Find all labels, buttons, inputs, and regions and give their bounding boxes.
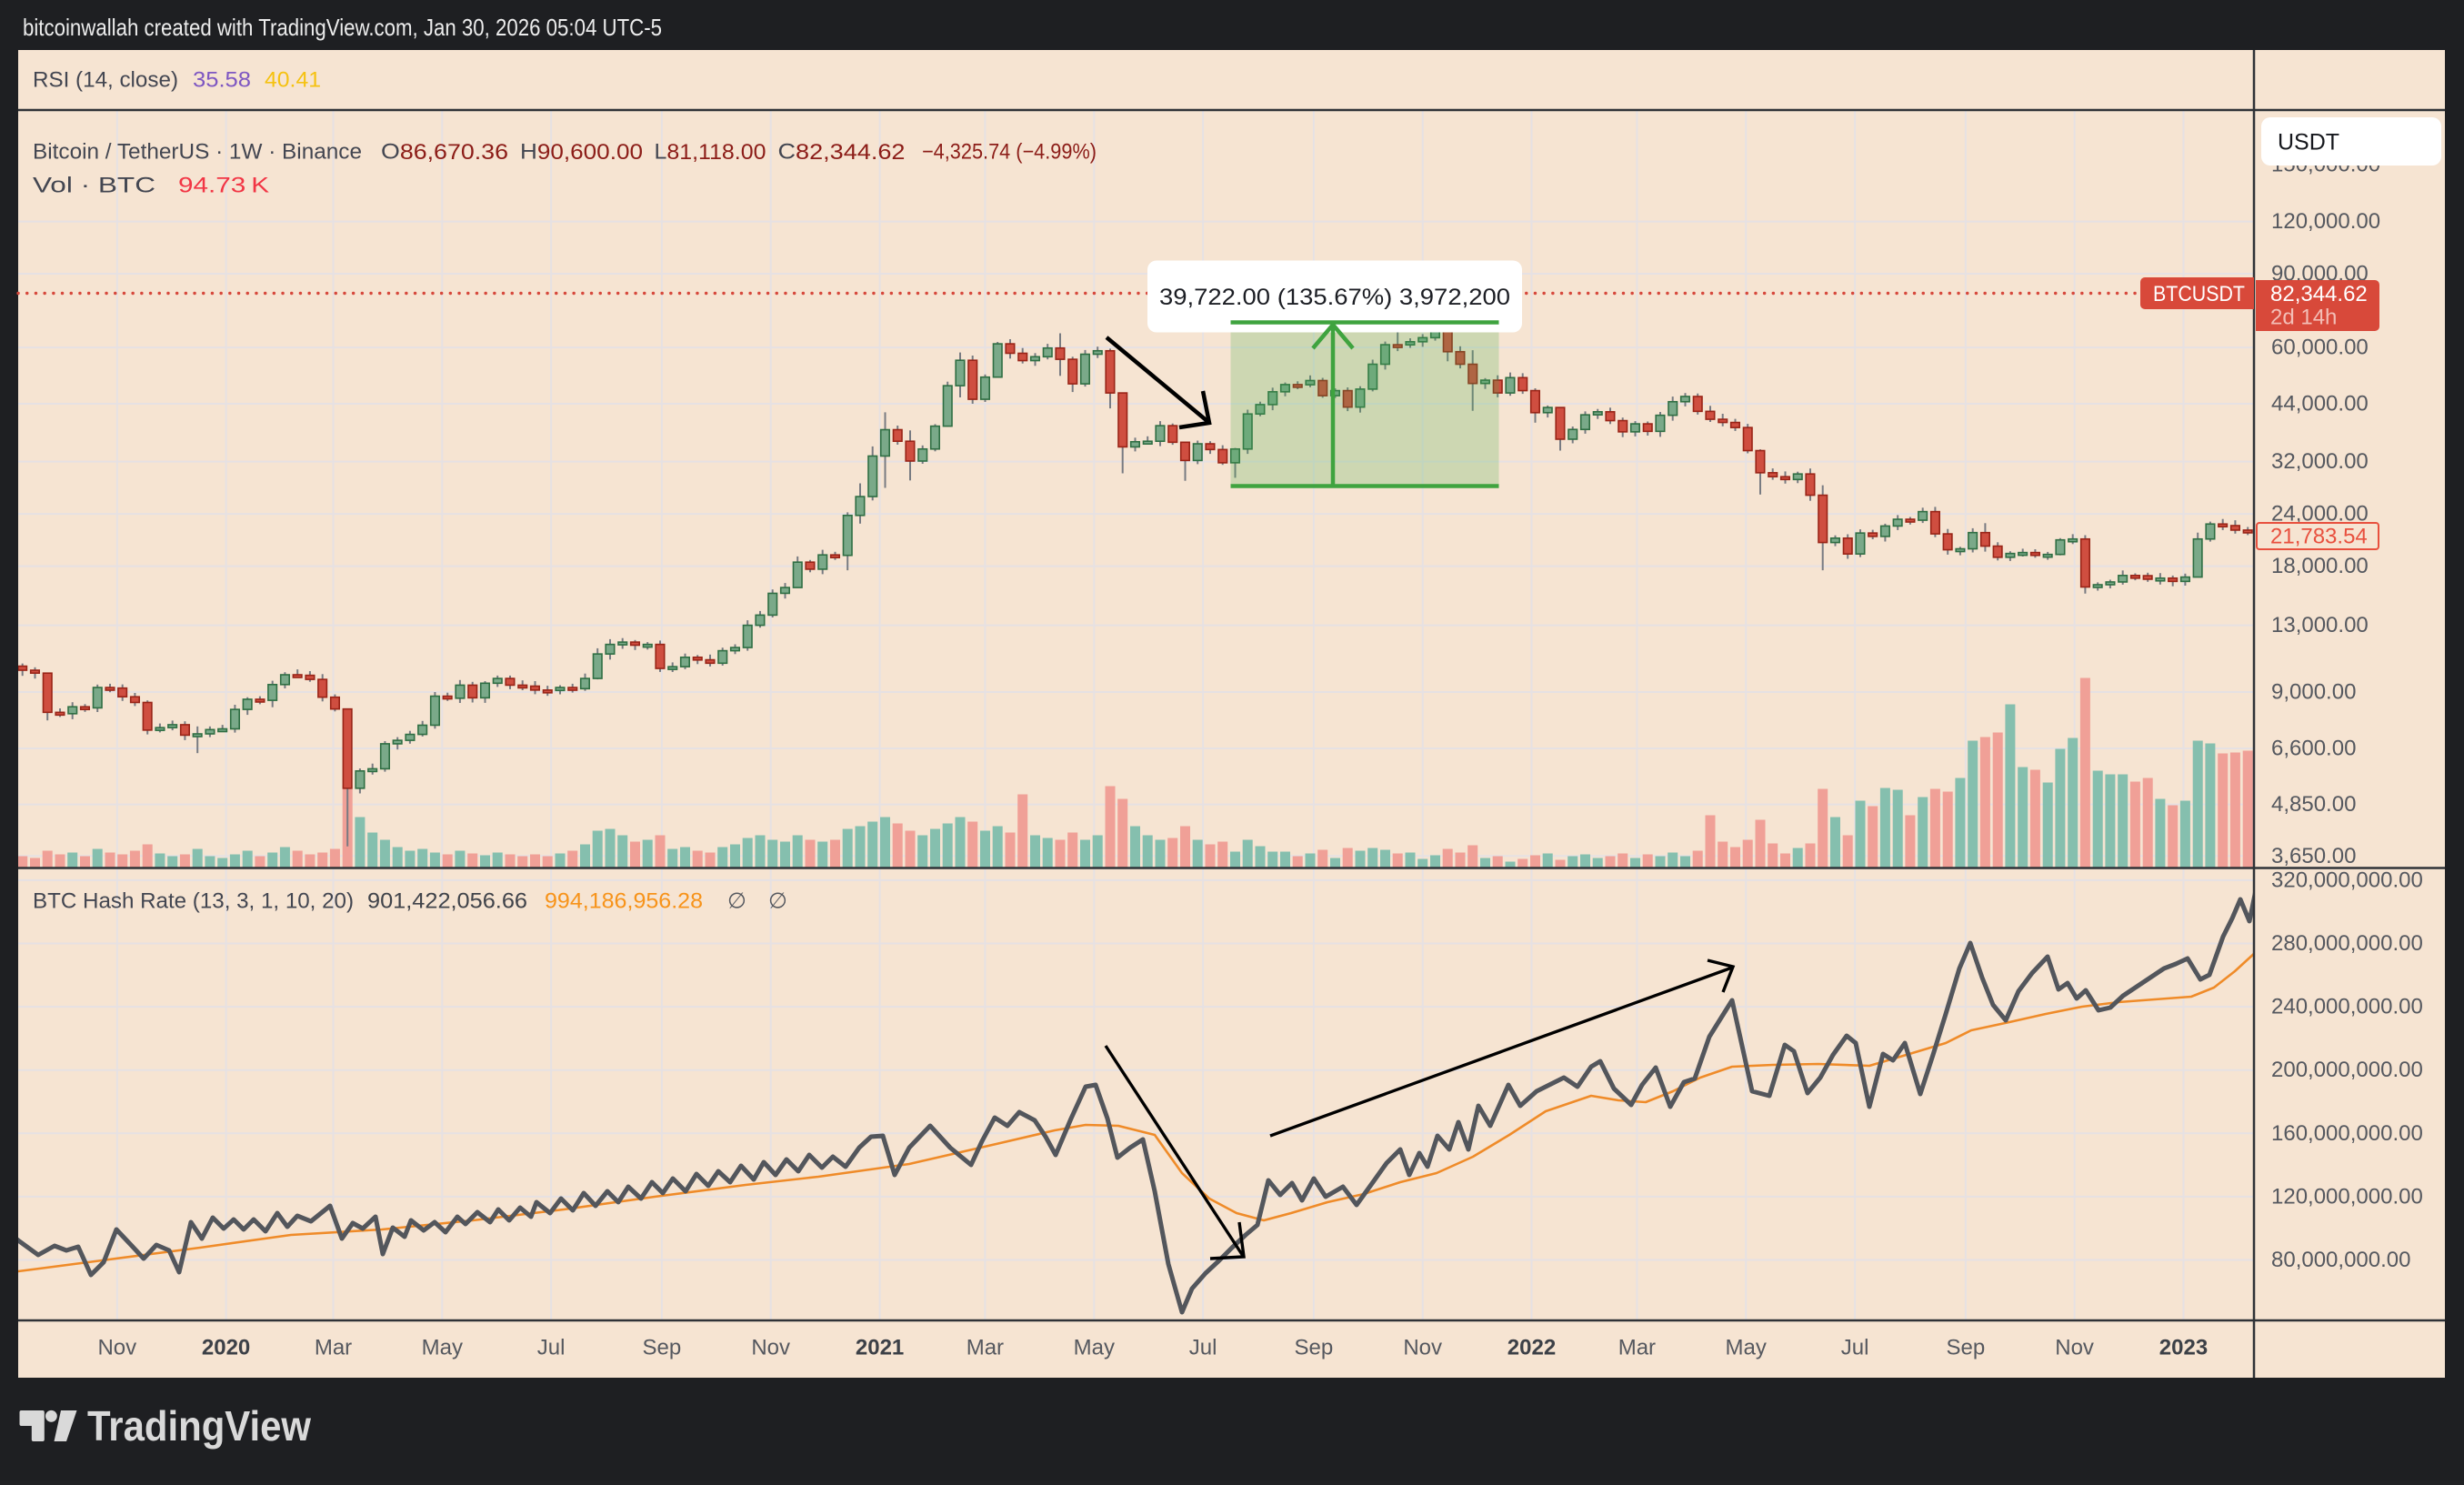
svg-text:∅: ∅	[768, 889, 787, 914]
svg-text:Vol · BTC: Vol · BTC	[33, 174, 155, 198]
svg-text:21,783.54: 21,783.54	[2270, 525, 2368, 549]
svg-text:35.58: 35.58	[193, 68, 251, 93]
svg-text:Nov: Nov	[2055, 1336, 2094, 1360]
svg-text:2021: 2021	[856, 1336, 904, 1360]
svg-text:80,000,000.00: 80,000,000.00	[2271, 1248, 2410, 1272]
svg-text:280,000,000.00: 280,000,000.00	[2271, 931, 2423, 956]
svg-text:H90,600.00: H90,600.00	[520, 140, 643, 165]
svg-text:18,000.00: 18,000.00	[2271, 554, 2369, 578]
svg-text:Jul: Jul	[537, 1336, 566, 1360]
svg-text:USDT: USDT	[2278, 130, 2339, 156]
svg-text:4,850.00: 4,850.00	[2271, 792, 2356, 817]
svg-text:Mar: Mar	[315, 1336, 352, 1360]
svg-text:Mar: Mar	[967, 1336, 1004, 1360]
svg-text:TradingView: TradingView	[87, 1402, 311, 1450]
svg-text:2d 14h: 2d 14h	[2270, 306, 2337, 330]
svg-text:2023: 2023	[2159, 1336, 2208, 1360]
svg-text:160,000,000.00: 160,000,000.00	[2271, 1121, 2423, 1146]
svg-text:32,000.00: 32,000.00	[2271, 449, 2369, 474]
svg-text:94.73 K: 94.73 K	[178, 174, 269, 198]
svg-text:Mar: Mar	[1618, 1336, 1656, 1360]
svg-text:994,186,956.28: 994,186,956.28	[545, 889, 703, 914]
svg-text:60,000.00: 60,000.00	[2271, 336, 2369, 360]
svg-text:Jul: Jul	[1841, 1336, 1869, 1360]
svg-text:6,600.00: 6,600.00	[2271, 737, 2356, 761]
svg-text:Sep: Sep	[643, 1336, 682, 1360]
svg-text:120,000,000.00: 120,000,000.00	[2271, 1184, 2423, 1209]
svg-text:Jul: Jul	[1189, 1336, 1217, 1360]
svg-text:Nov: Nov	[97, 1336, 136, 1360]
svg-text:200,000,000.00: 200,000,000.00	[2271, 1058, 2423, 1082]
svg-text:82,344.62: 82,344.62	[2270, 282, 2368, 306]
svg-text:May: May	[1074, 1336, 1115, 1360]
svg-text:Bitcoin / TetherUS · 1W · Bina: Bitcoin / TetherUS · 1W · Binance	[33, 140, 362, 165]
svg-text:320,000,000.00: 320,000,000.00	[2271, 868, 2423, 892]
svg-text:O86,670.36: O86,670.36	[381, 140, 508, 165]
svg-text:−4,325.74 (−4.99%): −4,325.74 (−4.99%)	[922, 140, 1097, 165]
svg-text:L81,118.00: L81,118.00	[655, 140, 766, 165]
svg-text:40.41: 40.41	[265, 68, 321, 93]
svg-text:13,000.00: 13,000.00	[2271, 613, 2369, 637]
svg-text:9,000.00: 9,000.00	[2271, 680, 2356, 705]
svg-text:bitcoinwallah created with Tra: bitcoinwallah created with TradingView.c…	[23, 14, 662, 41]
svg-text:Nov: Nov	[751, 1336, 790, 1360]
svg-text:120,000.00: 120,000.00	[2271, 209, 2380, 234]
svg-text:44,000.00: 44,000.00	[2271, 392, 2369, 416]
svg-text:RSI (14, close): RSI (14, close)	[33, 68, 178, 93]
svg-text:901,422,056.66: 901,422,056.66	[367, 889, 527, 914]
svg-text:BTC Hash Rate (13, 3, 1, 10, 2: BTC Hash Rate (13, 3, 1, 10, 20)	[33, 889, 354, 914]
svg-text:C82,344.62: C82,344.62	[778, 140, 906, 165]
svg-text:240,000,000.00: 240,000,000.00	[2271, 995, 2423, 1019]
svg-text:BTCUSDT: BTCUSDT	[2153, 282, 2245, 306]
svg-text:2020: 2020	[202, 1336, 250, 1360]
svg-text:Sep: Sep	[1295, 1336, 1334, 1360]
svg-text:Nov: Nov	[1403, 1336, 1442, 1360]
svg-text:39,722.00 (135.67%) 3,972,200: 39,722.00 (135.67%) 3,972,200	[1159, 285, 1510, 310]
svg-text:3,650.00: 3,650.00	[2271, 844, 2356, 868]
svg-text:2022: 2022	[1507, 1336, 1556, 1360]
svg-text:May: May	[422, 1336, 463, 1360]
svg-text:Sep: Sep	[1947, 1336, 1986, 1360]
svg-text:May: May	[1726, 1336, 1767, 1360]
svg-text:∅: ∅	[727, 889, 746, 914]
